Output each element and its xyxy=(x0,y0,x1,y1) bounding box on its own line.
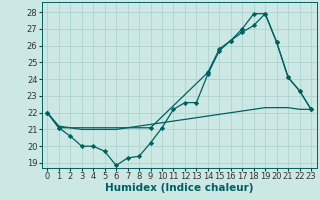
X-axis label: Humidex (Indice chaleur): Humidex (Indice chaleur) xyxy=(105,183,253,193)
